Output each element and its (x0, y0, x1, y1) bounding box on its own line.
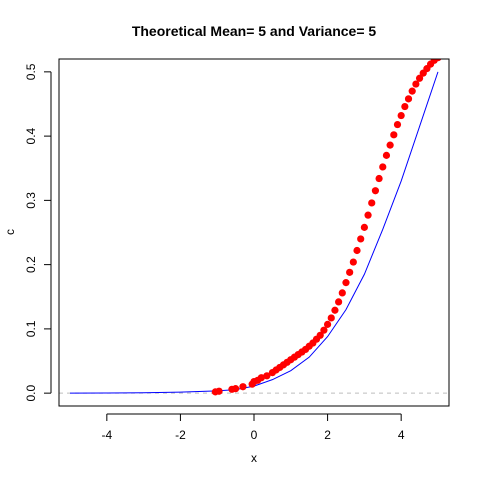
data-point (342, 279, 350, 287)
data-point (379, 163, 387, 171)
data-point (401, 102, 409, 111)
axes-layer: -4 -2 0 2 4 0.0 0.1 0.2 0.3 0.4 0.5 (24, 63, 405, 442)
data-point (386, 141, 394, 149)
data-point (239, 383, 247, 391)
data-point (412, 80, 420, 88)
data-point (327, 314, 335, 322)
data-point (375, 174, 383, 183)
plot-content (70, 59, 442, 396)
data-point (335, 298, 343, 306)
data-point (368, 199, 376, 207)
data-point (434, 59, 442, 62)
data-point (364, 211, 372, 219)
x-tick-label: -4 (101, 428, 112, 442)
y-tick-label: 0.0 (24, 384, 38, 401)
x-tick-label: 0 (251, 428, 258, 442)
y-tick-label: 0.1 (24, 320, 38, 337)
y-axis-label: c (3, 229, 17, 235)
data-point (404, 95, 413, 103)
data-point (323, 320, 332, 328)
x-tick-label: -2 (175, 428, 186, 442)
data-point (232, 385, 240, 393)
chart-title: Theoretical Mean= 5 and Variance= 5 (132, 23, 377, 39)
x-axis-label: x (251, 451, 257, 465)
data-point (397, 111, 405, 120)
plot-layer (59, 59, 449, 396)
data-point (331, 306, 339, 314)
data-point (320, 326, 328, 334)
data-point (408, 87, 416, 95)
x-tick-label: 2 (324, 428, 331, 442)
data-point (215, 387, 223, 395)
data-point (393, 120, 402, 129)
data-point (415, 74, 424, 82)
data-point (349, 258, 357, 266)
data-point (390, 131, 398, 139)
data-point (371, 187, 380, 195)
data-point (316, 331, 324, 339)
data-point (382, 151, 391, 159)
data-point (360, 223, 368, 231)
y-tick-label: 0.4 (24, 127, 38, 144)
plot-frame (58, 58, 450, 407)
data-point (357, 235, 365, 243)
series-line-theoretical (70, 71, 439, 394)
data-point (338, 289, 346, 297)
x-tick-label: 4 (398, 428, 405, 442)
y-tick-label: 0.3 (24, 192, 38, 209)
y-tick-label: 0.2 (24, 256, 38, 273)
data-point (346, 268, 354, 276)
data-point (257, 374, 265, 382)
data-point (353, 246, 361, 255)
y-tick-label: 0.5 (24, 63, 38, 80)
series-points-empirical (211, 59, 442, 396)
data-point (263, 372, 271, 380)
